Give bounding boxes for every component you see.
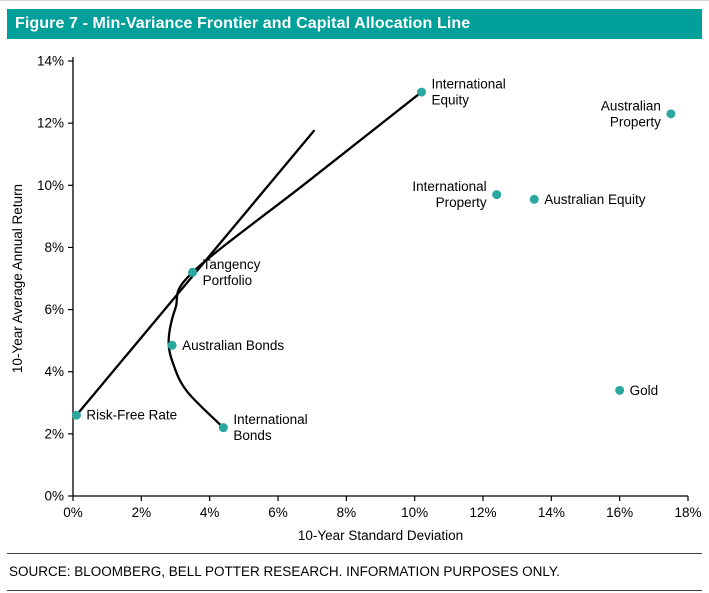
data-point: [615, 385, 625, 395]
x-axis-title: 10-Year Standard Deviation: [298, 528, 463, 543]
y-tick-label: 2%: [44, 426, 64, 441]
point-label: International Equity: [432, 77, 506, 108]
data-point: [218, 423, 228, 433]
x-tick-label: 4%: [200, 505, 220, 520]
point-label: Australian Bonds: [182, 338, 284, 353]
y-axis-title: 10-Year Average Annual Return: [10, 184, 25, 373]
x-tick-label: 2%: [132, 505, 152, 520]
data-point: [417, 87, 426, 97]
data-point: [188, 267, 198, 277]
x-tick-label: 8%: [337, 505, 357, 520]
y-tick-label: 12%: [37, 116, 64, 131]
x-tick-label: 18%: [674, 505, 701, 520]
data-point: [167, 340, 177, 350]
x-tick-label: 16%: [606, 505, 633, 520]
source-text: SOURCE: BLOOMBERG, BELL POTTER RESEARCH.…: [9, 564, 560, 579]
y-tick-label: 0%: [44, 489, 64, 504]
chart-area: 0% 2% 4% 6% 8% 10% 12% 14% 0% 2% 4% 6% 8% 10% 12% 14% 16…: [7, 41, 702, 552]
x-tick-label: 10%: [401, 505, 428, 520]
data-point: [529, 194, 539, 204]
y-tick-label: 10%: [37, 178, 64, 193]
x-tick-label: 6%: [268, 505, 288, 520]
scatter-chart: 0% 2% 4% 6% 8% 10% 12% 14% 0% 2% 4% 6% 8% 10% 12% 14% 16…: [10, 54, 702, 544]
y-tick-label: 4%: [44, 364, 64, 379]
point-label: Gold: [630, 383, 659, 398]
data-point: [666, 109, 676, 119]
figure-title-bar: Figure 7 - Min-Variance Frontier and Cap…: [7, 9, 702, 39]
point-label: International Bonds: [233, 412, 307, 443]
point-label: Australian Property: [601, 98, 661, 129]
figure-title: Figure 7 - Min-Variance Frontier and Cap…: [15, 15, 471, 32]
y-tick-label: 6%: [44, 302, 64, 317]
y-tick-label: 8%: [44, 240, 64, 255]
data-point: [492, 190, 502, 200]
point-label: Risk-Free Rate: [86, 408, 177, 423]
y-tick-label: 14%: [37, 54, 64, 69]
point-label: Tangency Portfolio: [203, 257, 261, 288]
point-label: International Property: [412, 179, 487, 210]
source-footer: SOURCE: BLOOMBERG, BELL POTTER RESEARCH.…: [7, 553, 702, 591]
point-label: Australian Equity: [544, 192, 646, 207]
data-point: [71, 410, 81, 420]
x-tick-label: 14%: [538, 505, 565, 520]
x-tick-label: 12%: [469, 505, 496, 520]
min-variance-frontier: [167, 90, 423, 429]
x-tick-label: 0%: [63, 505, 83, 520]
